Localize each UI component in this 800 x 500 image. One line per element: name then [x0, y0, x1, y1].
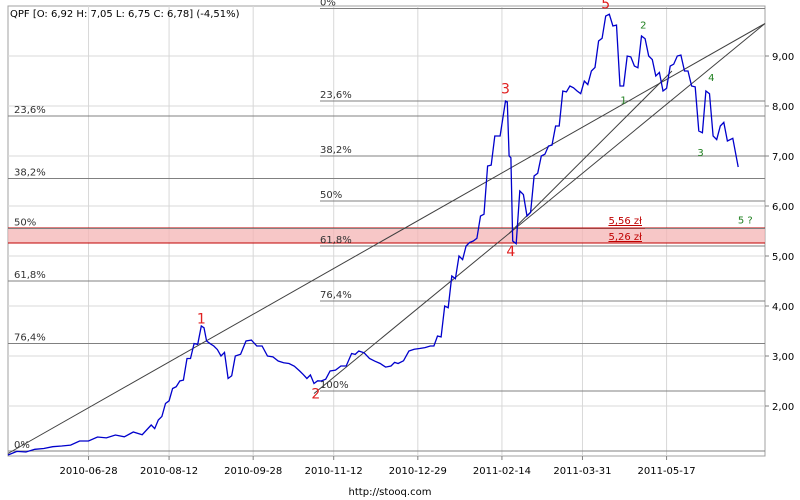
wave-label-minor: 3 [697, 148, 703, 159]
x-tick-label: 2010-12-29 [389, 466, 447, 477]
wave-label-major: 4 [506, 244, 515, 260]
fib-level-right-label: 61,8% [320, 235, 352, 246]
x-tick-label: 2011-05-17 [638, 466, 696, 477]
fib-level-right-label: 0% [320, 0, 336, 9]
wave-labels: 1 2 3 4 5 1 2 3 4 5 ? [197, 0, 753, 403]
y-tick-label: 9,00 [772, 52, 794, 63]
wave-label-major: 1 [197, 312, 206, 328]
y-tick-label: 5,00 [772, 252, 794, 263]
y-tick-label: 3,00 [772, 352, 794, 363]
x-tick-label: 2010-09-28 [224, 466, 282, 477]
fibonacci-levels: 0%23,6%38,2%50%61,8%76,4%0%23,6%38,2%50%… [8, 0, 765, 452]
wave-label-minor: 2 [640, 21, 646, 32]
x-axis: 2010-06-28 2010-08-12 2010-09-28 2010-11-12… [59, 456, 696, 477]
wave-label-major: 3 [501, 82, 510, 98]
wave-label-minor: 5 ? [738, 216, 753, 227]
fib-level-right-label: 50% [320, 190, 342, 201]
wave-label-minor: 1 [620, 96, 626, 107]
price-label-text: 5,26 zł [608, 232, 642, 243]
x-tick-label: 2010-06-28 [59, 466, 117, 477]
price-series [7, 13, 739, 456]
y-tick-label: 7,00 [772, 152, 794, 163]
y-tick-label: 4,00 [772, 302, 794, 313]
source-url: http://stooq.com [349, 487, 432, 498]
wave-label-minor: 4 [708, 73, 714, 84]
trendline [508, 70, 673, 234]
x-tick-label: 2010-08-12 [140, 466, 198, 477]
trendline [313, 23, 766, 394]
wave-label-major: 2 [311, 387, 320, 403]
fib-level-left-label: 38,2% [14, 168, 46, 179]
x-tick-label: 2010-11-12 [305, 466, 363, 477]
fib-level-left-label: 50% [14, 218, 36, 229]
y-tick-label: 8,00 [772, 102, 794, 113]
x-tick-label: 2011-03-31 [553, 466, 611, 477]
ohlc-header: QPF [O: 6,92 H: 7,05 L: 6,75 C: 6,78] (-… [10, 9, 240, 20]
fib-level-left-label: 61,8% [14, 270, 46, 281]
fib-level-left-label: 23,6% [14, 105, 46, 116]
price-line [7, 13, 739, 456]
y-tick-label: 2,00 [772, 402, 794, 413]
fib-level-right-label: 38,2% [320, 145, 352, 156]
fib-level-right-label: 76,4% [320, 290, 352, 301]
y-tick-label: 6,00 [772, 202, 794, 213]
price-level-labels: 5,56 zł 5,26 zł [540, 216, 645, 244]
x-tick-label: 2011-02-14 [473, 466, 531, 477]
support-zone-band [8, 228, 765, 243]
support-zone [8, 227, 765, 244]
fib-level-right-label: 23,6% [320, 90, 352, 101]
fib-level-left-label: 76,4% [14, 333, 46, 344]
trendlines [7, 23, 766, 454]
trendline [7, 23, 766, 454]
price-label-text: 5,56 zł [608, 216, 642, 227]
wave-label-major: 5 [601, 0, 610, 13]
y-axis: 2,00 3,00 4,00 5,00 6,00 7,00 8,00 9,00 [765, 52, 794, 413]
fib-level-right-label: 100% [320, 380, 349, 391]
